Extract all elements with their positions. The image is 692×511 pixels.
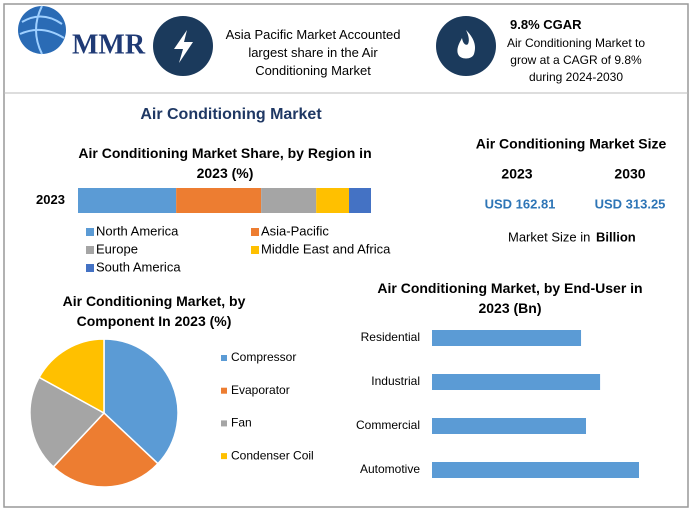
legend-swatch: [221, 355, 227, 361]
size-value: USD 162.81: [485, 196, 556, 211]
fact2-title: 9.8% CGAR: [510, 17, 582, 32]
chart-title: Air Conditioning Market, by End-User in …: [377, 280, 643, 316]
bar-segment: [349, 188, 371, 213]
legend-swatch: [86, 246, 94, 254]
legend-label: Europe: [96, 241, 138, 256]
page-title: Air Conditioning Market: [140, 106, 322, 123]
chart-title: Air Conditioning Market, by Component In…: [62, 293, 246, 329]
bar-segment: [176, 188, 262, 213]
category-label: Industrial: [371, 374, 420, 388]
size-title: Air Conditioning Market Size: [476, 136, 667, 152]
legend-label: Fan: [231, 416, 252, 430]
legend-swatch: [221, 420, 227, 427]
legend-label: Middle East and Africa: [261, 241, 391, 256]
legend-label: Condenser Coil: [231, 448, 314, 462]
size-value: USD 313.25: [595, 196, 666, 211]
size-note-unit: Billion: [596, 229, 636, 244]
fact1: Asia Pacific Market Accounted largest sh…: [225, 27, 401, 78]
legend-label: South America: [96, 259, 181, 274]
size-note: Market Size in: [508, 229, 590, 244]
size-year: 2023: [501, 166, 532, 182]
border: [3, 3, 689, 508]
icon-flame: [436, 16, 496, 76]
legend-label: Evaporator: [231, 383, 290, 397]
icon-bolt: [153, 16, 213, 76]
bar-segment: [261, 188, 317, 213]
bar: [432, 462, 639, 478]
chart-title: Air Conditioning Market Share, by Region…: [78, 145, 372, 181]
fact2-text: Air Conditioning Market to grow at a CAG…: [506, 36, 646, 84]
pie-slice: [38, 338, 105, 415]
category-label: Commercial: [356, 418, 420, 432]
bar: [432, 374, 601, 390]
legend-swatch: [86, 264, 94, 272]
pie-slice: [103, 338, 179, 465]
pie-slice: [52, 411, 160, 488]
bar: [432, 330, 582, 346]
legend-swatch: [221, 453, 227, 460]
legend-swatch: [251, 246, 259, 254]
legend-swatch: [251, 228, 259, 236]
legend-swatch: [221, 387, 227, 394]
logo-text: MMR: [72, 29, 146, 60]
pie-slice: [29, 376, 106, 469]
bar-segment: [78, 188, 177, 213]
bar: [432, 418, 587, 434]
legend-label: Compressor: [231, 350, 296, 364]
category-label: Residential: [361, 330, 420, 344]
bar-segment: [316, 188, 350, 213]
category-label: 2023: [36, 192, 65, 207]
category-label: Automotive: [360, 462, 420, 476]
legend-label: Asia-Pacific: [261, 223, 329, 238]
legend-swatch: [86, 228, 94, 236]
legend-label: North America: [96, 223, 179, 238]
size-year: 2030: [614, 166, 645, 182]
logo: MMR: [18, 5, 146, 60]
